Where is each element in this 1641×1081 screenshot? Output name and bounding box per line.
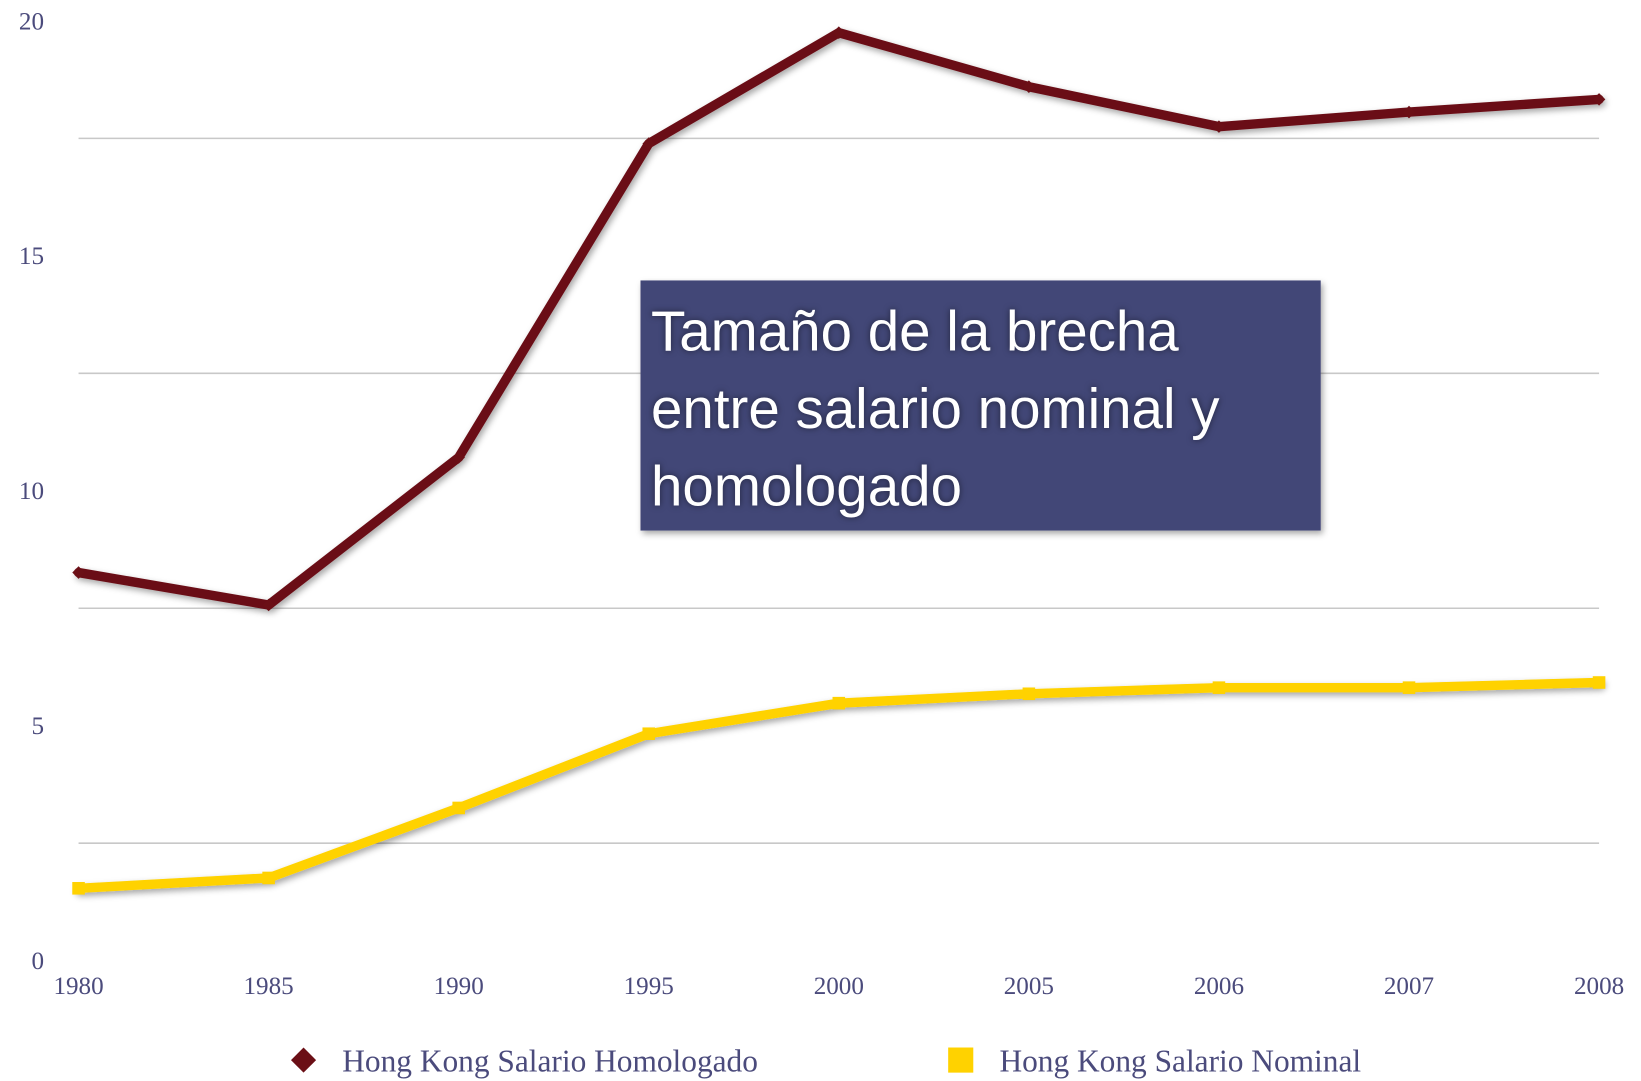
x-tick-label: 2000 (814, 973, 864, 1000)
x-tick-label: 2005 (1004, 973, 1054, 1000)
marker (452, 451, 465, 464)
legend-label: Hong Kong Salario Nominal (999, 1044, 1361, 1079)
legend-label: Hong Kong Salario Homologado (342, 1044, 758, 1079)
y-tick-label: 20 (19, 8, 44, 35)
y-tick-label: 15 (19, 243, 44, 270)
marker (72, 566, 85, 579)
marker (1592, 676, 1606, 689)
legend-marker (948, 1047, 974, 1073)
marker (452, 801, 465, 815)
marker (642, 137, 656, 150)
annotation-box (640, 280, 1321, 531)
marker (832, 696, 846, 710)
marker (832, 26, 846, 39)
marker (72, 882, 85, 895)
x-tick-label: 1990 (434, 973, 484, 1000)
annotation-text: Tamaño de la brecha entre salario nomina… (650, 300, 1220, 519)
x-tick-label: 2008 (1574, 973, 1624, 1000)
marker (642, 727, 656, 740)
y-tick-label: 5 (31, 713, 44, 740)
marker (1212, 120, 1226, 133)
y-tick-label: 0 (31, 948, 44, 975)
x-tick-label: 2006 (1194, 973, 1244, 1000)
legend-marker (290, 1047, 317, 1073)
x-tick-label: 1995 (624, 973, 674, 1000)
x-tick-label: 2007 (1384, 973, 1434, 1000)
marker (1402, 681, 1416, 694)
x-tick-label: 1980 (53, 973, 103, 1000)
annotation: Tamaño de la brecha entre salario nomina… (650, 300, 1220, 519)
marker (1212, 681, 1226, 694)
marker (262, 598, 275, 612)
marker (1022, 80, 1036, 93)
y-tick-label: 10 (19, 478, 44, 505)
x-tick-label: 1985 (244, 973, 294, 1000)
marker (1592, 93, 1606, 106)
series-line (73, 677, 1604, 894)
marker (262, 871, 275, 885)
marker (1022, 687, 1036, 701)
